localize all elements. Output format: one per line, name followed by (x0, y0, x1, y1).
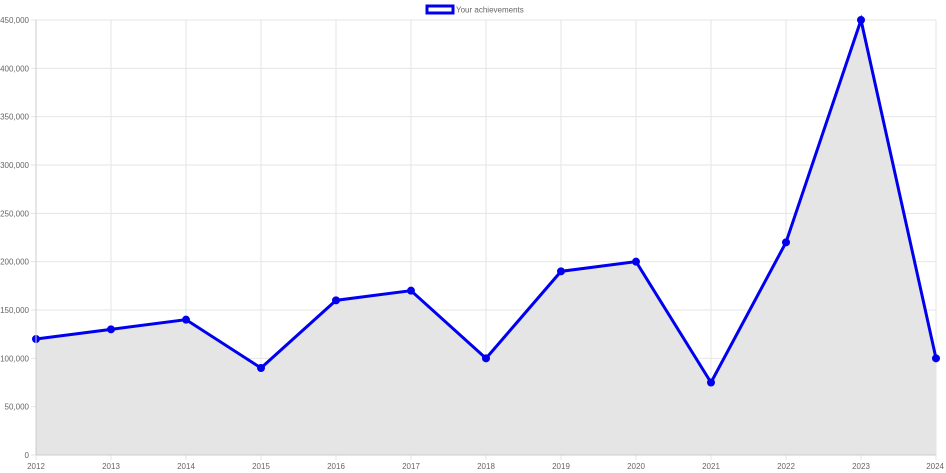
x-tick-label: 2019 (552, 462, 570, 471)
legend-swatch (425, 4, 455, 15)
y-tick-label: 0 (25, 451, 30, 460)
x-tick-label: 2017 (402, 462, 420, 471)
x-tick-label: 2024 (926, 462, 944, 471)
data-point[interactable] (482, 354, 490, 363)
x-tick-label: 2021 (702, 462, 720, 471)
data-point[interactable] (782, 238, 790, 247)
x-tick-label: 2023 (852, 462, 870, 471)
data-point[interactable] (707, 378, 715, 387)
data-point[interactable] (182, 315, 190, 324)
y-tick-label: 300,000 (0, 161, 29, 170)
y-tick-label: 100,000 (0, 354, 29, 363)
y-tick-label: 250,000 (0, 209, 29, 218)
data-point[interactable] (557, 267, 565, 276)
axes: 0 50,000 100,000 150,000 200,000 250,000 300,0… (0, 16, 944, 471)
y-tick-label: 150,000 (0, 306, 29, 315)
data-point[interactable] (332, 296, 340, 305)
x-tick-label: 2012 (27, 462, 45, 471)
data-point[interactable] (632, 257, 640, 266)
data-point[interactable] (932, 354, 940, 363)
data-point[interactable] (857, 16, 865, 24)
legend-label[interactable]: Your achievements (456, 6, 524, 15)
area-fill-layer (36, 20, 936, 455)
y-tick-label: 200,000 (0, 258, 29, 267)
x-tick-label: 2018 (477, 462, 495, 471)
x-tick-label: 2016 (327, 462, 345, 471)
data-points-layer (32, 16, 940, 387)
data-point[interactable] (107, 325, 115, 334)
x-tick-label: 2020 (627, 462, 645, 471)
x-tick-label: 2022 (777, 462, 795, 471)
y-tick-label: 50,000 (5, 403, 30, 412)
series-area-fill (36, 20, 936, 455)
data-point[interactable] (407, 286, 415, 295)
x-tick-label: 2015 (252, 462, 270, 471)
y-tick-label: 400,000 (0, 64, 29, 73)
data-point[interactable] (257, 364, 265, 372)
legend[interactable]: Your achievements (425, 4, 524, 15)
x-tick-label: 2013 (102, 462, 120, 471)
y-tick-label: 450,000 (0, 16, 29, 25)
x-tick-label: 2014 (177, 462, 195, 471)
y-tick-label: 350,000 (0, 113, 29, 122)
